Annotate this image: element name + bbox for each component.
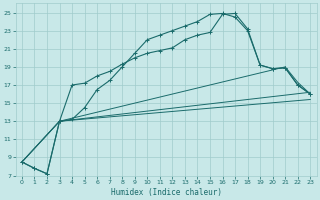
- X-axis label: Humidex (Indice chaleur): Humidex (Indice chaleur): [111, 188, 221, 197]
